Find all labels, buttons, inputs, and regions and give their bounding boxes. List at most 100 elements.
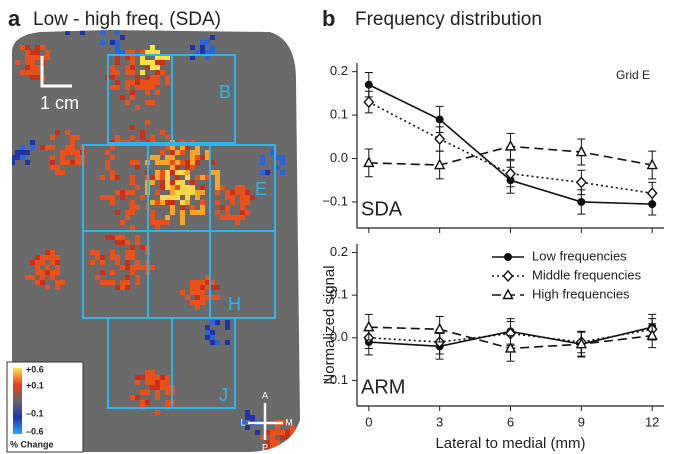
blob-pixel xyxy=(130,135,135,140)
blob-pixel xyxy=(150,380,155,385)
y-tick-label: 0.1 xyxy=(330,107,348,122)
blob-pixel xyxy=(165,200,170,205)
blob-pixel xyxy=(240,190,245,195)
blob-pixel xyxy=(70,135,75,140)
blob-pixel xyxy=(220,205,225,210)
blob-pixel xyxy=(115,285,120,290)
blob-pixel xyxy=(150,75,155,80)
blob-pixel xyxy=(160,180,165,185)
blob-pixel xyxy=(25,60,30,65)
blob-pixel xyxy=(215,285,220,290)
blob-pixel xyxy=(245,190,250,195)
blob-pixel xyxy=(150,210,155,215)
blob-pixel xyxy=(195,300,200,305)
blob-pixel xyxy=(150,100,155,105)
blob-pixel xyxy=(55,165,60,170)
data-point xyxy=(577,177,586,187)
blob-pixel xyxy=(15,60,20,65)
blob-pixel xyxy=(50,145,55,150)
blob-pixel xyxy=(135,375,140,380)
blob-pixel xyxy=(180,150,185,155)
blob-pixel xyxy=(155,380,160,385)
blob-pixel xyxy=(130,265,135,270)
data-point xyxy=(436,115,444,123)
blob-pixel xyxy=(185,170,190,175)
blob-pixel xyxy=(165,170,170,175)
blob-pixel xyxy=(185,165,190,170)
blob-pixel xyxy=(160,130,165,135)
blob-pixel xyxy=(135,280,140,285)
blob-pixel xyxy=(270,440,275,445)
blob-pixel xyxy=(115,70,120,75)
blob-pixel xyxy=(130,270,135,275)
data-point xyxy=(364,322,373,331)
blob-pixel xyxy=(200,290,205,295)
blob-pixel xyxy=(110,280,115,285)
blob-pixel xyxy=(60,155,65,160)
blob-pixel xyxy=(130,90,135,95)
blob-pixel xyxy=(200,185,205,190)
blob-pixel xyxy=(280,155,285,160)
blob-pixel xyxy=(285,450,290,454)
blob-pixel xyxy=(155,160,160,165)
blob-pixel xyxy=(185,175,190,180)
blob-pixel xyxy=(20,70,25,75)
blob-pixel xyxy=(110,40,115,45)
blob-pixel xyxy=(135,235,140,240)
blob-pixel xyxy=(140,135,145,140)
blob-pixel xyxy=(155,190,160,195)
blob-pixel xyxy=(155,220,160,225)
blob-pixel xyxy=(130,245,135,250)
data-point xyxy=(577,198,585,206)
blob-pixel xyxy=(120,240,125,245)
blob-pixel xyxy=(25,275,30,280)
blob-pixel xyxy=(30,55,35,60)
blob-pixel xyxy=(230,215,235,220)
blob-pixel xyxy=(115,210,120,215)
blob-pixel xyxy=(110,270,115,275)
blob-pixel xyxy=(170,195,175,200)
blob-pixel xyxy=(275,425,280,430)
blob-pixel xyxy=(40,145,45,150)
blob-pixel xyxy=(70,150,75,155)
blob-pixel xyxy=(215,210,220,215)
blob-pixel xyxy=(160,200,165,205)
blob-pixel xyxy=(150,175,155,180)
blob-pixel xyxy=(135,265,140,270)
scale-bar-label: 1 cm xyxy=(40,93,79,113)
blob-pixel xyxy=(170,210,175,215)
blob-pixel xyxy=(140,375,145,380)
blob-pixel xyxy=(160,70,165,75)
blob-pixel xyxy=(25,50,30,55)
blob-pixel xyxy=(230,200,235,205)
blob-pixel xyxy=(155,385,160,390)
blob-pixel xyxy=(155,170,160,175)
blob-pixel xyxy=(30,140,35,145)
blob-pixel xyxy=(160,150,165,155)
y-tick-label: −0.1 xyxy=(322,372,348,387)
blob-pixel xyxy=(200,45,205,50)
blob-pixel xyxy=(200,190,205,195)
blob-pixel xyxy=(185,200,190,205)
blob-pixel xyxy=(20,45,25,50)
blob-pixel xyxy=(20,155,25,160)
blob-pixel xyxy=(30,145,35,150)
blob-pixel xyxy=(50,270,55,275)
blob-pixel xyxy=(125,100,130,105)
blob-pixel xyxy=(145,380,150,385)
blob-pixel xyxy=(45,255,50,260)
blob-pixel xyxy=(165,195,170,200)
blob-pixel xyxy=(55,130,60,135)
blob-pixel xyxy=(190,280,195,285)
blob-pixel xyxy=(125,275,130,280)
blob-pixel xyxy=(240,215,245,220)
blob-pixel xyxy=(140,390,145,395)
blob-pixel xyxy=(230,190,235,195)
blob-pixel xyxy=(145,80,150,85)
blob-pixel xyxy=(235,190,240,195)
blob-pixel xyxy=(180,210,185,215)
blob-pixel xyxy=(155,410,160,415)
blob-pixel xyxy=(215,200,220,205)
blob-pixel xyxy=(195,160,200,165)
blob-pixel xyxy=(30,65,35,70)
